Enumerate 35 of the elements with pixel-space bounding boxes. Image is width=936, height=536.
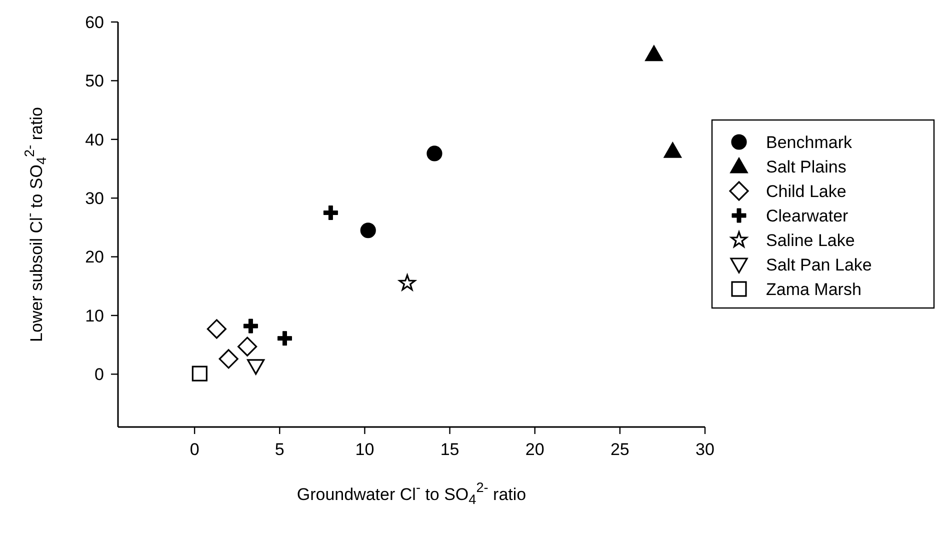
point [426,146,442,162]
point [664,142,682,158]
legend-label: Salt Plains [766,157,846,176]
x-tick-label: 25 [610,440,630,459]
point [360,222,376,238]
point [243,318,258,334]
y-tick-label: 40 [85,130,104,150]
x-tick-label: 5 [274,440,284,459]
y-tick-label: 0 [94,365,104,384]
legend-label: Clearwater [766,206,849,226]
legend-label: Child Lake [766,182,846,201]
y-tick-label: 30 [85,189,104,208]
y-tick-label: 10 [85,306,104,326]
point [218,349,238,369]
point [277,331,292,346]
x-tick-label: 0 [190,440,200,459]
point [238,336,258,356]
point [323,206,338,220]
x-tick-label: 15 [440,440,460,459]
y-tick-label: 50 [85,72,104,91]
point [206,319,226,339]
x-tick-label: 20 [525,440,544,459]
legend-label: Saline Lake [766,230,855,250]
legend-label: Zama Marsh [766,280,862,299]
legend-label: Benchmark [766,132,852,152]
legend-label: Salt Pan Lake [766,255,872,274]
point [247,359,265,375]
x-tick-label: 10 [355,440,374,459]
x-axis-title: Groundwater Cl$^{-}$ to SO$_{4}$$^{2-}$ ratio [296,480,526,508]
x-tick-label: 30 [696,440,714,459]
point [192,366,208,382]
point [645,45,663,62]
point [398,274,416,290]
y-tick-label: 60 [85,12,104,32]
y-tick-label: 20 [85,248,104,267]
